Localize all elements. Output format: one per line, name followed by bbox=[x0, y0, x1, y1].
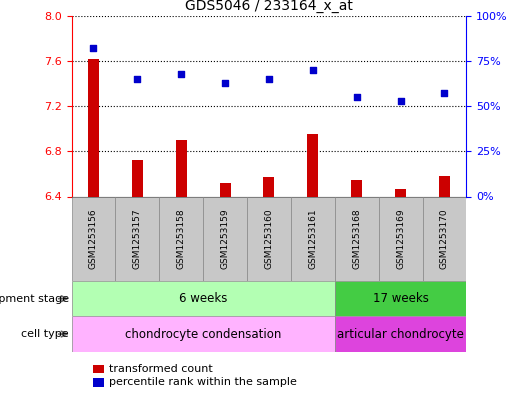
Bar bbox=[160, 196, 203, 281]
Bar bbox=[351, 180, 362, 196]
Text: percentile rank within the sample: percentile rank within the sample bbox=[109, 377, 296, 387]
Text: 6 weeks: 6 weeks bbox=[179, 292, 227, 305]
Bar bbox=[88, 59, 99, 196]
Text: transformed count: transformed count bbox=[109, 364, 213, 374]
Point bbox=[264, 76, 273, 82]
Point bbox=[89, 45, 98, 51]
Bar bbox=[72, 281, 335, 316]
Point bbox=[440, 90, 449, 97]
Bar bbox=[439, 176, 450, 196]
Title: GDS5046 / 233164_x_at: GDS5046 / 233164_x_at bbox=[185, 0, 353, 13]
Text: cell type: cell type bbox=[21, 329, 69, 339]
Bar bbox=[378, 196, 422, 281]
Point bbox=[396, 97, 405, 104]
Text: GSM1253157: GSM1253157 bbox=[133, 208, 142, 269]
Point bbox=[308, 67, 317, 73]
Text: articular chondrocyte: articular chondrocyte bbox=[337, 327, 464, 341]
Point bbox=[133, 76, 142, 82]
Bar bbox=[72, 316, 335, 352]
Point bbox=[221, 79, 229, 86]
Text: GSM1253156: GSM1253156 bbox=[89, 208, 98, 269]
Bar bbox=[263, 177, 275, 196]
Bar bbox=[203, 196, 247, 281]
Bar bbox=[422, 196, 466, 281]
Text: GSM1253168: GSM1253168 bbox=[352, 208, 361, 269]
Bar bbox=[247, 196, 291, 281]
Bar bbox=[395, 189, 406, 196]
Bar bbox=[132, 160, 143, 196]
Bar bbox=[176, 140, 187, 196]
Bar bbox=[335, 196, 378, 281]
Bar bbox=[335, 316, 466, 352]
Text: chondrocyte condensation: chondrocyte condensation bbox=[125, 327, 281, 341]
Text: GSM1253170: GSM1253170 bbox=[440, 208, 449, 269]
Point bbox=[177, 70, 186, 77]
Bar bbox=[72, 196, 116, 281]
Text: GSM1253158: GSM1253158 bbox=[176, 208, 186, 269]
Text: development stage: development stage bbox=[0, 294, 69, 304]
Bar bbox=[307, 134, 319, 196]
Text: GSM1253161: GSM1253161 bbox=[308, 208, 317, 269]
Bar bbox=[116, 196, 160, 281]
Bar bbox=[219, 183, 231, 196]
Text: GSM1253159: GSM1253159 bbox=[220, 208, 229, 269]
Bar bbox=[291, 196, 335, 281]
Text: GSM1253160: GSM1253160 bbox=[264, 208, 273, 269]
Text: 17 weeks: 17 weeks bbox=[373, 292, 429, 305]
Text: GSM1253169: GSM1253169 bbox=[396, 208, 405, 269]
Bar bbox=[335, 281, 466, 316]
Point bbox=[352, 94, 361, 100]
